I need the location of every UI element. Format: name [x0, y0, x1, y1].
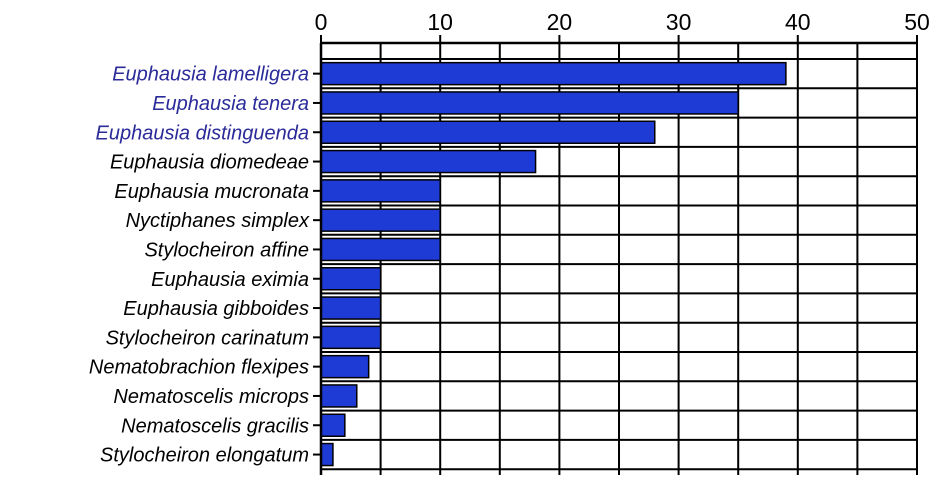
bars: [320, 61, 787, 467]
x-tick-label: 30: [666, 9, 692, 35]
bar-3: [320, 120, 656, 144]
category-label: Euphausia tenera: [152, 93, 309, 115]
category-label: Euphausia mucronata: [114, 181, 309, 203]
category-label: Nyctiphanes simplex: [126, 210, 310, 232]
bar-4: [320, 149, 537, 174]
x-tick-label: 50: [904, 9, 930, 35]
x-tick-label: 10: [427, 9, 453, 35]
bar-8: [320, 267, 382, 291]
category-labels: Euphausia lamelligera Euphausia tenera Eup…: [89, 64, 310, 467]
bar-1: [320, 61, 787, 86]
category-label: Euphausia diomedeae: [110, 152, 309, 174]
grid-lines: [321, 43, 918, 475]
tick-labels: 0 10 20 30 40 50: [315, 9, 930, 35]
category-label: Stylocheiron carinatum: [106, 327, 309, 349]
category-label: Stylocheiron elongatum: [100, 445, 309, 467]
category-label: Euphausia gibboides: [123, 298, 309, 320]
bar-11: [320, 354, 370, 379]
bar-14: [320, 442, 334, 467]
axes: [313, 35, 918, 475]
category-label: Euphausia distinguenda: [95, 122, 309, 144]
x-tick-label: 20: [547, 9, 573, 35]
bar-10: [320, 325, 382, 350]
bar-7: [320, 237, 441, 262]
bar-9: [320, 296, 382, 320]
bar-12: [320, 384, 358, 408]
category-label: Stylocheiron affine: [144, 239, 309, 261]
category-label: Euphausia lamelligera: [112, 64, 309, 86]
category-label: Euphausia eximia: [151, 269, 309, 291]
bar-5: [320, 179, 441, 203]
bar-6: [320, 208, 441, 232]
bar-2: [320, 91, 739, 115]
x-tick-label: 40: [785, 9, 811, 35]
x-tick-label: 0: [315, 9, 328, 35]
category-label: Nematoscelis gracilis: [121, 415, 309, 437]
category-label: Nematoscelis microps: [113, 386, 309, 408]
bar-13: [320, 413, 346, 437]
category-label: Nematobrachion flexipes: [89, 357, 309, 379]
